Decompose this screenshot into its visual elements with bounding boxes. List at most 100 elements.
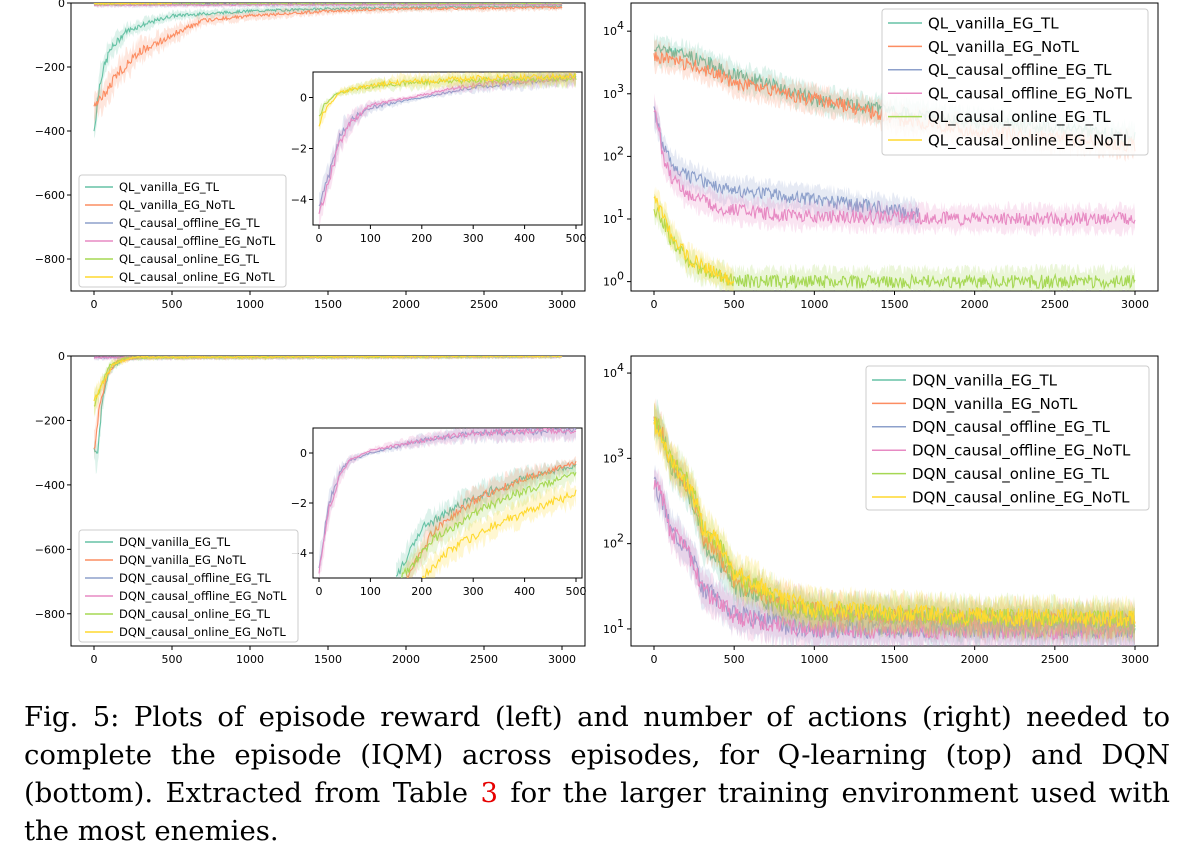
dqn-reward-x-tick-label: 2000 <box>392 653 420 666</box>
ql-reward-y-tick-label: 0 <box>58 0 65 10</box>
ql-reward-series-vanilla_NoTL <box>93 5 563 107</box>
ql-reward-x-tick-label: 2000 <box>392 298 420 311</box>
dqn-reward-x-tick-label: 500 <box>162 653 183 666</box>
dqn-actions-band-offline_TL <box>654 464 1135 646</box>
ql-actions-x-tick-label: 0 <box>651 298 658 311</box>
dqn-reward-y-tick-label: −200 <box>35 414 65 427</box>
ql-reward-inset-x-tick-label: 0 <box>316 232 323 245</box>
ql-reward-series-vanilla_TL <box>93 4 563 132</box>
dqn-actions-x-tick-label: 0 <box>651 653 658 666</box>
ql-reward-inset-y-tick-label: 0 <box>300 92 307 105</box>
ql-reward-x-tick-label: 0 <box>91 298 98 311</box>
ql-reward-y-tick-label: −800 <box>35 253 65 266</box>
ql-actions-legend-label: QL_vanilla_EG_NoTL <box>928 38 1080 57</box>
dqn-actions-series-vanilla_NoTL <box>653 416 1136 632</box>
ql-reward-inset-band-offline_TL <box>319 72 576 214</box>
dqn-reward-x-tick-label: 3000 <box>548 653 576 666</box>
dqn-reward-inset-x-tick-label: 300 <box>463 585 484 598</box>
dqn-actions-y-tick-label: 10 <box>603 623 617 636</box>
ql-actions-y-tick-exponent: 4 <box>617 19 624 32</box>
dqn-reward-x-tick-label: 0 <box>91 653 98 666</box>
ql-reward-x-tick-label: 1500 <box>314 298 342 311</box>
ql-reward-legend-label: QL_causal_online_EG_NoTL <box>119 270 275 284</box>
ql-reward-chart: 0 500 1000 1500 2000 2500 30000−200−400−600−80… <box>35 0 587 311</box>
ql-actions-y-tick-label: 10 <box>603 276 617 289</box>
dqn-reward-legend <box>78 529 299 643</box>
dqn-reward-legend-label: DQN_causal_offline_EG_NoTL <box>119 589 287 603</box>
dqn-actions-y-tick-exponent: 1 <box>617 617 624 630</box>
dqn-reward-x-tick-label: 1000 <box>236 653 264 666</box>
ql-reward-inset-series-offline_NoTL <box>318 74 577 215</box>
dqn-actions-x-tick-label: 500 <box>724 653 745 666</box>
ql-actions-band-online_NoTL <box>654 186 734 291</box>
ql-reward-x-tick-label: 3000 <box>548 298 576 311</box>
dqn-reward-inset-series-offline_TL <box>318 428 577 569</box>
ql-reward-inset-x-tick-label: 500 <box>566 232 587 245</box>
dqn-actions-x-tick-label: 1500 <box>881 653 909 666</box>
dqn-reward-y-tick-label: −600 <box>35 543 65 556</box>
ql-actions-legend-label: QL_causal_offline_EG_NoTL <box>928 85 1133 104</box>
dqn-reward-inset-x-tick-label: 0 <box>316 585 323 598</box>
dqn-actions-band-online_TL <box>654 403 1135 644</box>
dqn-reward-inset-x-tick-label: 400 <box>514 585 535 598</box>
dqn-actions-series-offline_NoTL <box>653 480 1136 640</box>
ql-actions-y-tick-exponent: 2 <box>617 144 624 157</box>
ql-actions-series-offline_NoTL <box>653 109 1136 227</box>
ql-actions-x-tick-label: 2500 <box>1041 298 1069 311</box>
ql-reward-inset-x-tick-label: 200 <box>411 232 432 245</box>
dqn-actions-legend-label: DQN_causal_offline_EG_TL <box>912 418 1111 437</box>
dqn-actions-legend <box>865 365 1150 511</box>
ql-actions-legend-label: QL_causal_online_EG_NoTL <box>928 131 1132 150</box>
dqn-reward-inset-series-online_TL <box>401 471 577 578</box>
ql-reward-legend-label: QL_causal_offline_EG_NoTL <box>119 234 276 248</box>
dqn-reward-legend-label: DQN_vanilla_EG_TL <box>119 535 231 549</box>
dqn-reward-inset-series-vanilla_NoTL <box>405 461 577 578</box>
dqn-actions-band-vanilla_TL <box>654 398 1135 646</box>
dqn-actions-x-tick-label: 1000 <box>800 653 828 666</box>
ql-actions-x-tick-label: 2000 <box>961 298 989 311</box>
ql-actions-x-tick-label: 500 <box>724 298 745 311</box>
ql-actions-series-online_TL <box>653 207 1136 291</box>
dqn-reward-inset-x-tick-label: 200 <box>411 585 432 598</box>
ql-actions-x-tick-label: 1500 <box>881 298 909 311</box>
ql-reward-inset-y-tick-label: −4 <box>291 194 307 207</box>
dqn-actions-legend-label: DQN_vanilla_EG_TL <box>912 371 1058 390</box>
dqn-actions-legend-label: DQN_causal_online_EG_NoTL <box>912 488 1130 507</box>
ql-actions-y-tick-label: 10 <box>603 88 617 101</box>
ql-actions-legend-label: QL_vanilla_EG_TL <box>928 14 1059 33</box>
caption-text-start: Fig. 5: Plots of episode reward (left) a… <box>24 701 1170 809</box>
ql-actions-y-tick-exponent: 1 <box>617 207 624 220</box>
dqn-actions-y-tick-exponent: 3 <box>617 446 624 459</box>
dqn-reward-inset-y-tick-label: 0 <box>300 447 307 460</box>
table-reference-link[interactable]: 3 <box>480 777 498 809</box>
ql-reward-inset-series-online_NoTL <box>318 72 577 127</box>
dqn-reward-x-tick-label: 1500 <box>314 653 342 666</box>
dqn-reward-x-tick-label: 2500 <box>470 653 498 666</box>
ql-actions-legend-label: QL_causal_offline_EG_TL <box>928 61 1112 80</box>
ql-actions-band-offline_TL <box>654 97 919 232</box>
dqn-reward-legend-label: DQN_vanilla_EG_NoTL <box>119 553 246 567</box>
dqn-actions-y-tick-label: 10 <box>603 452 617 465</box>
ql-reward-x-tick-label: 500 <box>162 298 183 311</box>
dqn-actions-x-tick-label: 3000 <box>1121 653 1149 666</box>
dqn-reward-inset-band-online_TL <box>401 463 576 578</box>
ql-reward-series-online_TL <box>93 3 563 6</box>
ql-actions-band-online_TL <box>654 194 1135 291</box>
ql-actions-y-tick-label: 10 <box>603 25 617 38</box>
ql-reward-inset-plot-area <box>312 71 583 226</box>
ql-actions-y-tick-label: 10 <box>603 213 617 226</box>
ql-actions-y-tick-exponent: 0 <box>617 270 624 283</box>
dqn-reward-legend-label: DQN_causal_offline_EG_TL <box>119 571 271 585</box>
ql-actions-series-offline_TL <box>653 106 920 220</box>
dqn-reward-legend-label: DQN_causal_online_EG_TL <box>119 607 271 621</box>
ql-reward-inset: 0 100 200 300 400 500 0 −2 −4 <box>291 71 587 245</box>
dqn-actions-y-tick-exponent: 2 <box>617 532 624 545</box>
dqn-reward-inset-x-tick-label: 100 <box>360 585 381 598</box>
dqn-reward-y-tick-label: −800 <box>35 608 65 621</box>
ql-actions-legend-label: QL_causal_online_EG_TL <box>928 108 1111 127</box>
ql-reward-y-tick-label: −600 <box>35 189 65 202</box>
dqn-actions-y-tick-exponent: 4 <box>617 361 624 374</box>
